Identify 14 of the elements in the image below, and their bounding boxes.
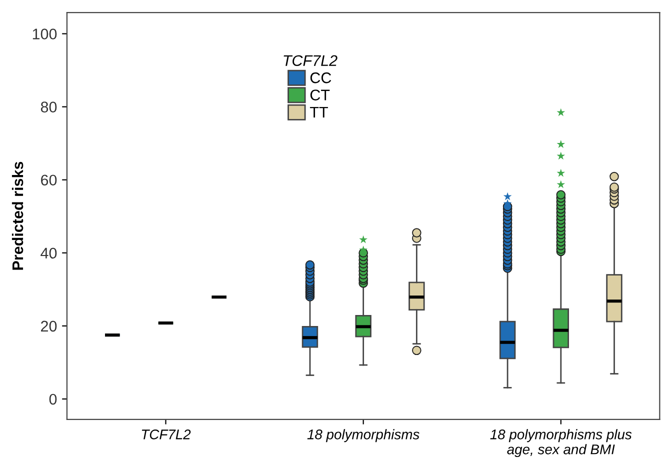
y-tick-label: 80 — [40, 102, 57, 112]
x-tick-label: 18 polymorphisms plus age, sex and BMI — [490, 429, 632, 458]
y-tick-label: 40 — [40, 248, 57, 259]
x-tick-label: 18 polymorphisms — [307, 429, 420, 442]
y-tick-label: 100 — [32, 28, 57, 40]
legend-title: TCF7L2 — [284, 55, 338, 66]
y-tick-label: 0 — [49, 394, 57, 405]
y-tick-label: 60 — [41, 174, 57, 186]
legend-label: CT — [310, 90, 330, 100]
y-tick-label: 20 — [41, 320, 57, 332]
x-tick-label: TCF7L2 — [142, 430, 191, 440]
y-axis-title: Predicted risks — [12, 162, 24, 270]
legend-label: CC — [310, 72, 332, 84]
legend-label: TT — [310, 107, 328, 118]
